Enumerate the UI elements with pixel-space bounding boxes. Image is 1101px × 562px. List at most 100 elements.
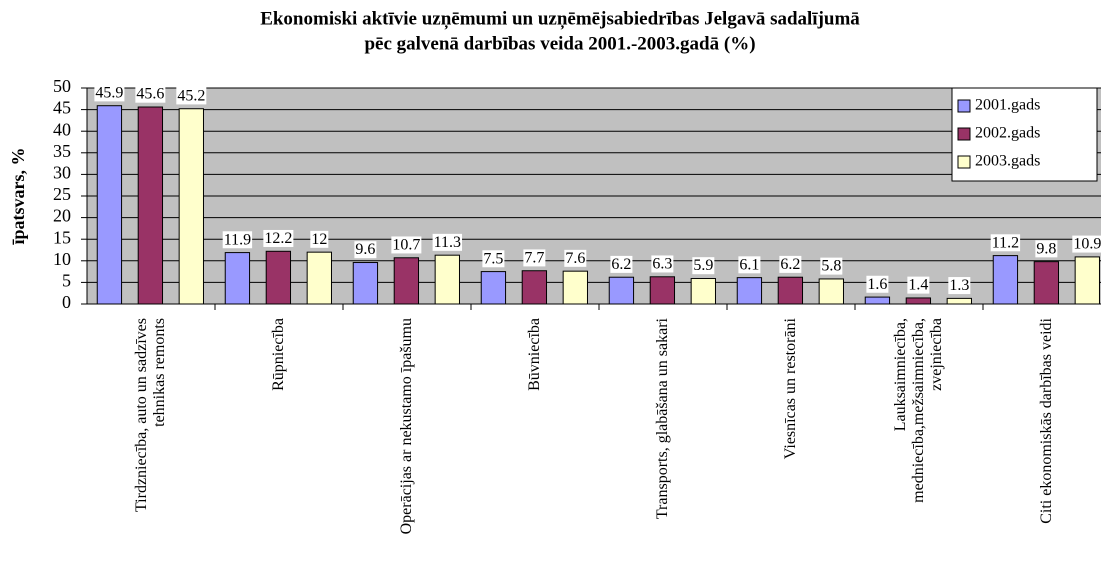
legend-box [951,87,1098,182]
value-label-text: 11.9 [224,231,251,248]
value-label-text: 10.9 [1073,236,1101,253]
value-label: 5.8 [820,257,843,275]
legend-swatch [957,127,971,141]
bar [393,257,420,305]
value-label-text: 45.2 [177,87,205,104]
bar [480,271,507,305]
value-label-text: 7.5 [483,250,503,267]
value-label-text: 1.4 [908,277,928,294]
bar [946,297,972,305]
bar [818,278,844,305]
value-label-text: 6.2 [611,256,631,273]
value-label: 45.2 [176,87,207,105]
value-label-text: 11.2 [992,234,1019,251]
x-tick-label: Tirdzniecība, auto un sadzīves tehnikas … [133,318,168,513]
value-label-text: 1.6 [867,276,887,293]
value-label-text: 6.3 [652,255,672,272]
value-label: 9.8 [1035,240,1058,258]
x-tick-label: Operācijas ar nekustamo īpašumu [398,318,415,535]
bar [224,252,251,305]
value-label: 45.9 [94,84,125,102]
x-tick-label: Lauksaimniecība, medniecība,mežsaimniecī… [892,318,945,503]
value-label: 7.6 [564,249,587,267]
value-label-bg [948,277,971,295]
bar [690,278,716,305]
value-label-text: 5.8 [821,258,841,275]
y-axis-label: īpatsvars, % [8,147,28,245]
bar [96,105,123,305]
value-label-bg [651,255,674,273]
value-label-bg [866,275,889,293]
value-label-bg [820,257,843,275]
y-tick-label: 40 [53,119,71,139]
chart-title: Ekonomiski aktīvie uzņēmumi un uzņēmējsa… [260,8,860,29]
x-tick-label: Viesnīcas un restorāni [782,318,799,460]
value-label-bg [222,231,253,249]
value-label-bg [779,255,802,273]
value-label-text: 11.3 [434,234,461,251]
value-label-text: 9.6 [355,241,375,258]
y-tick-label: 10 [53,249,71,269]
value-label-text: 12.2 [264,230,292,247]
y-tick-label: 5 [62,271,71,291]
value-label-bg [990,234,1021,252]
value-label-bg [1072,235,1101,253]
x-tick-label: Rūpniecība [270,318,287,391]
bar [1033,261,1060,305]
value-label-text: 10.7 [392,236,420,253]
y-tick-label: 50 [53,76,71,96]
bar [1074,256,1100,305]
bar [434,254,460,305]
value-label-bg [135,85,166,103]
value-label: 6.2 [779,255,802,273]
legend-swatch [957,155,971,169]
value-label: 11.3 [432,233,463,251]
value-label: 1.6 [866,275,889,293]
value-label-text: 9.8 [1036,240,1056,257]
value-label-text: 7.7 [524,249,544,266]
value-label: 12.2 [263,229,294,247]
y-tick-label: 20 [53,206,71,226]
bar [905,297,932,305]
value-label-text: 5.9 [693,257,713,274]
chart-title: pēc galvenā darbības veida 2001.-2003.ga… [364,33,755,54]
value-label-text: 12 [311,231,327,248]
value-label: 6.3 [651,255,674,273]
y-tick-label: 45 [53,98,71,118]
x-tick-label: Citi ekonomiskās darbības veidi [1038,318,1055,524]
bar [178,108,204,305]
value-label: 10.9 [1072,235,1101,253]
value-label: 6.2 [610,255,633,273]
bar [992,255,1019,305]
value-label-bg [354,241,377,259]
value-label-bg [482,250,505,268]
value-label: 12 [310,230,329,248]
value-label-text: 1.3 [949,277,969,294]
y-tick-label: 15 [53,227,71,247]
bar [649,276,676,305]
value-label: 45.6 [135,85,166,103]
legend-label: 2003.gads [975,153,1040,170]
y-tick-label: 25 [53,184,71,204]
value-label-bg [263,229,294,247]
bar [521,270,548,305]
value-label-text: 6.1 [739,256,759,273]
value-label: 11.9 [222,231,253,249]
value-label: 5.9 [692,257,715,275]
value-label: 9.6 [354,241,377,259]
value-label: 1.3 [948,277,971,295]
legend-label: 2002.gads [975,125,1040,142]
y-tick-label: 30 [53,163,71,183]
value-label: 1.4 [907,276,930,294]
y-tick-label: 0 [62,292,71,312]
bar [777,276,804,305]
bar [265,250,292,305]
value-label-bg [523,249,546,267]
y-tick-label: 35 [53,141,71,161]
bar [562,270,588,305]
legend-label: 2001.gads [975,97,1040,114]
value-label-bg [564,249,587,267]
bar [864,296,891,305]
